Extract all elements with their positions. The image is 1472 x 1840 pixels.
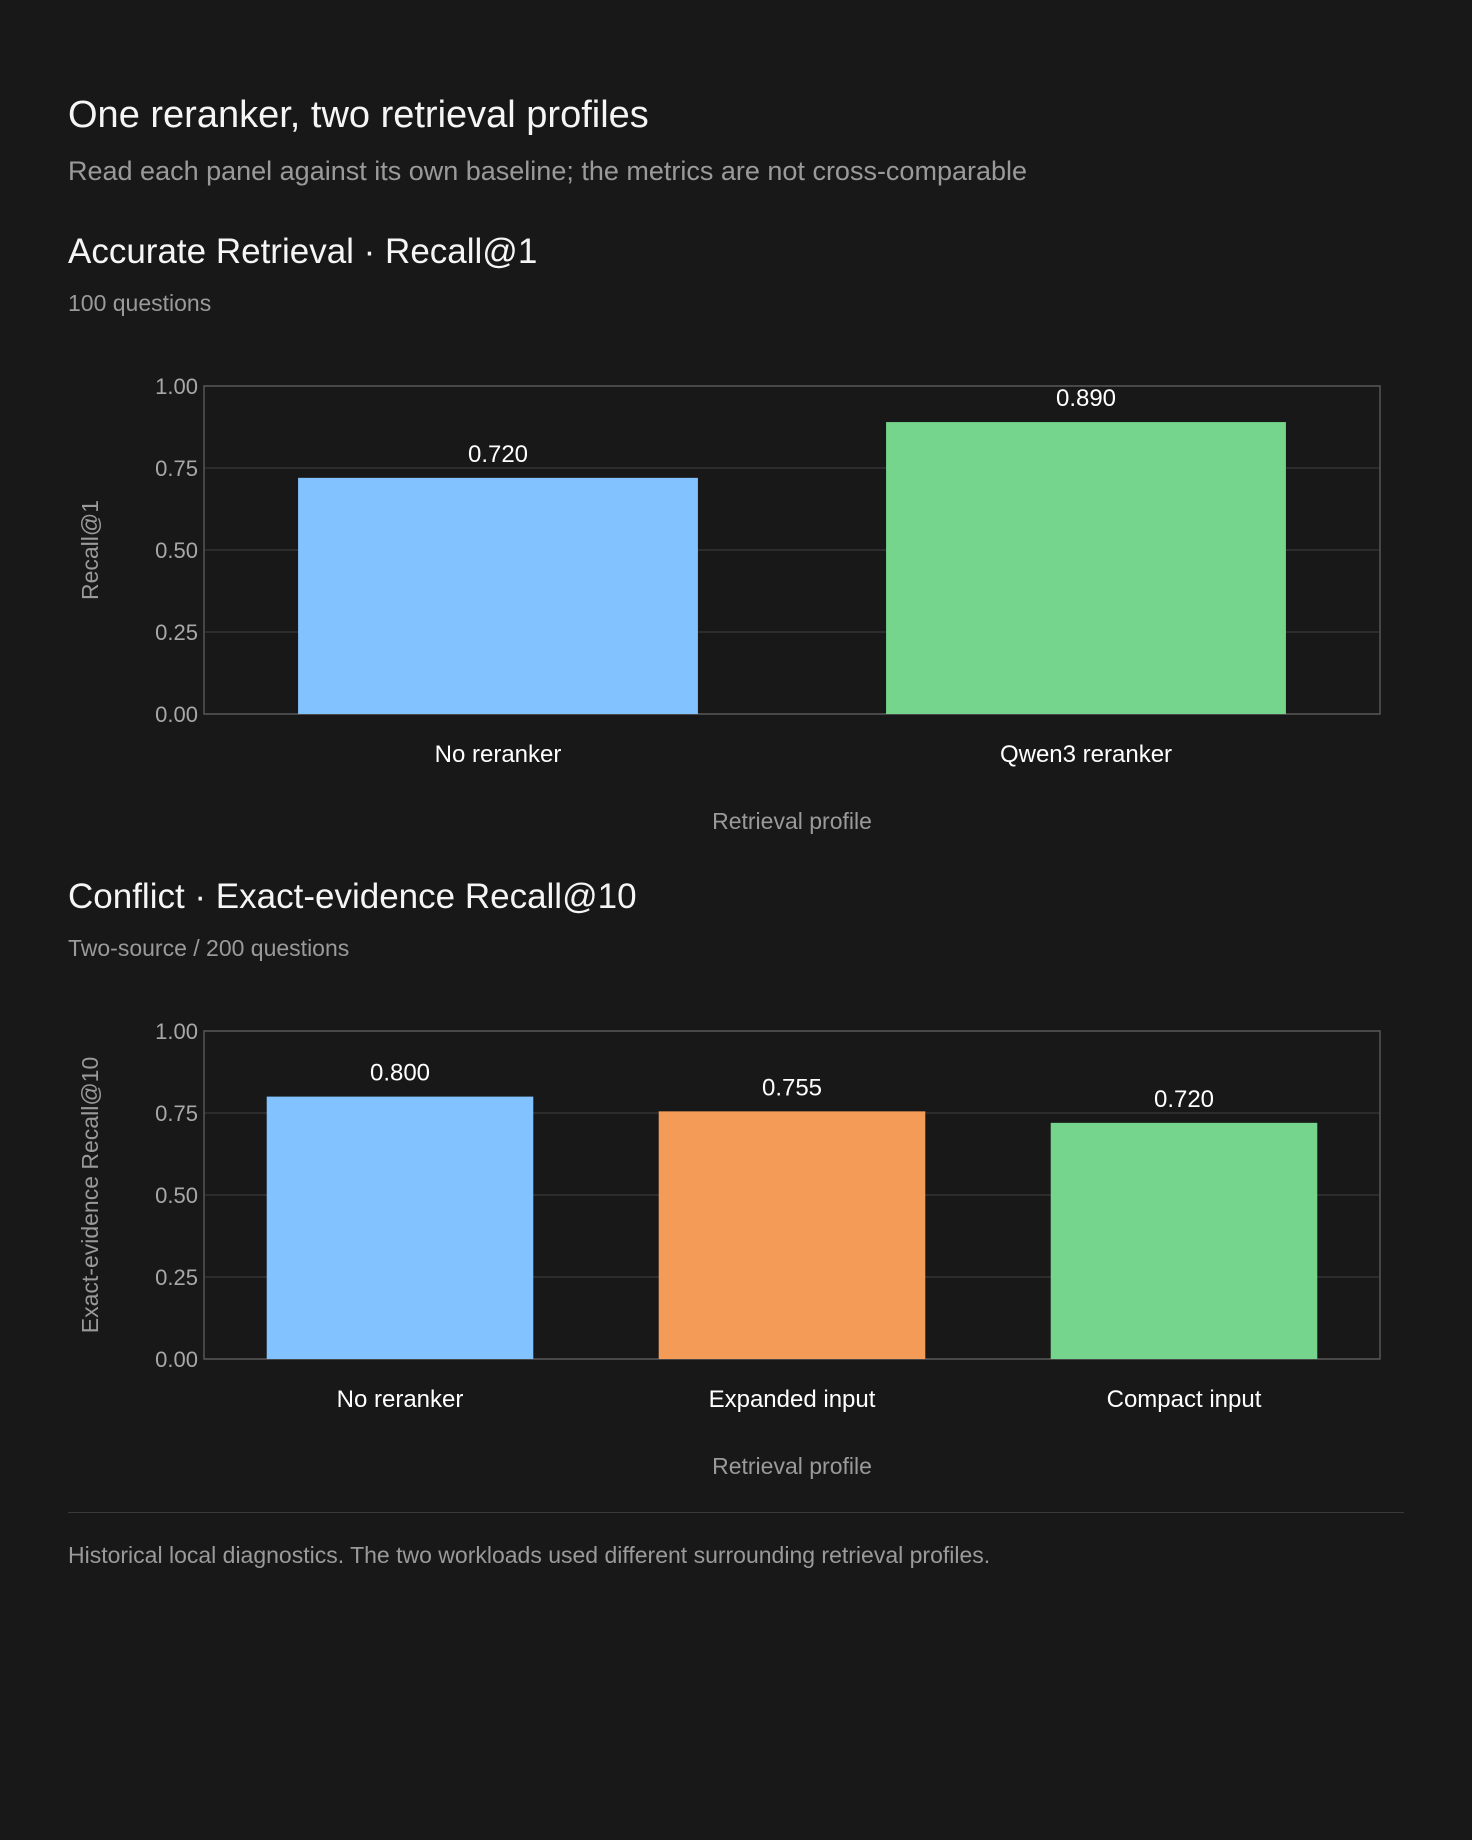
bar-no-reranker <box>298 477 698 714</box>
y-tick-label: 0.00 <box>155 1347 198 1372</box>
y-tick-label: 0.25 <box>155 1265 198 1290</box>
bar-value-label: 0.720 <box>468 441 528 468</box>
page-subtitle: Read each panel against its own baseline… <box>68 156 1028 186</box>
y-tick-label: 0.50 <box>155 1183 198 1208</box>
bar-compact-input <box>1050 1122 1318 1359</box>
page-title: One reranker, two retrieval profiles <box>68 94 649 136</box>
footer-note: Historical local diagnostics. The two wo… <box>68 1542 991 1568</box>
x-axis-title: Retrieval profile <box>712 808 872 834</box>
bar-qwen3-reranker <box>886 422 1286 714</box>
bar-no-reranker <box>266 1096 534 1359</box>
y-tick-label: 0.00 <box>155 702 198 727</box>
recall-at-1-bar-chart: 0.00 0.25 0.50 0.75 1.00 0.720 No reranker 0.89… <box>77 374 1381 834</box>
y-tick-label: 0.75 <box>155 1101 198 1126</box>
bar-value-label: 0.755 <box>762 1074 822 1101</box>
footer-divider <box>68 1512 1404 1513</box>
y-tick-label: 0.50 <box>155 538 198 563</box>
x-axis-title: Retrieval profile <box>712 1453 872 1479</box>
exact-evidence-recall-bar-chart: 0.00 0.25 0.50 0.75 1.00 0.800 No reranker 0.75… <box>77 1019 1381 1479</box>
plot-frame <box>203 385 1381 715</box>
bar-value-label: 0.720 <box>1154 1086 1214 1113</box>
x-tick-label: Compact input <box>1107 1386 1262 1413</box>
bar-value-label: 0.800 <box>370 1060 430 1087</box>
y-tick-label: 1.00 <box>155 374 198 399</box>
panel-1-subtitle: 100 questions <box>68 290 212 316</box>
x-tick-label: No reranker <box>337 1386 464 1413</box>
x-tick-label: Expanded input <box>709 1386 876 1413</box>
y-tick-label: 0.25 <box>155 620 198 645</box>
bar-expanded-input <box>658 1111 926 1359</box>
panel-2-subtitle: Two-source / 200 questions <box>68 935 350 961</box>
x-tick-label: No reranker <box>435 741 562 768</box>
bar-value-label: 0.890 <box>1056 385 1116 412</box>
y-tick-label: 1.00 <box>155 1019 198 1044</box>
y-axis-title: Recall@1 <box>77 500 103 600</box>
panel-1-title: Accurate Retrieval · Recall@1 <box>68 232 538 271</box>
x-tick-label: Qwen3 reranker <box>1000 741 1172 768</box>
panel-2-title: Conflict · Exact-evidence Recall@10 <box>68 877 637 916</box>
y-axis-title: Exact-evidence Recall@10 <box>77 1057 103 1333</box>
y-tick-label: 0.75 <box>155 456 198 481</box>
